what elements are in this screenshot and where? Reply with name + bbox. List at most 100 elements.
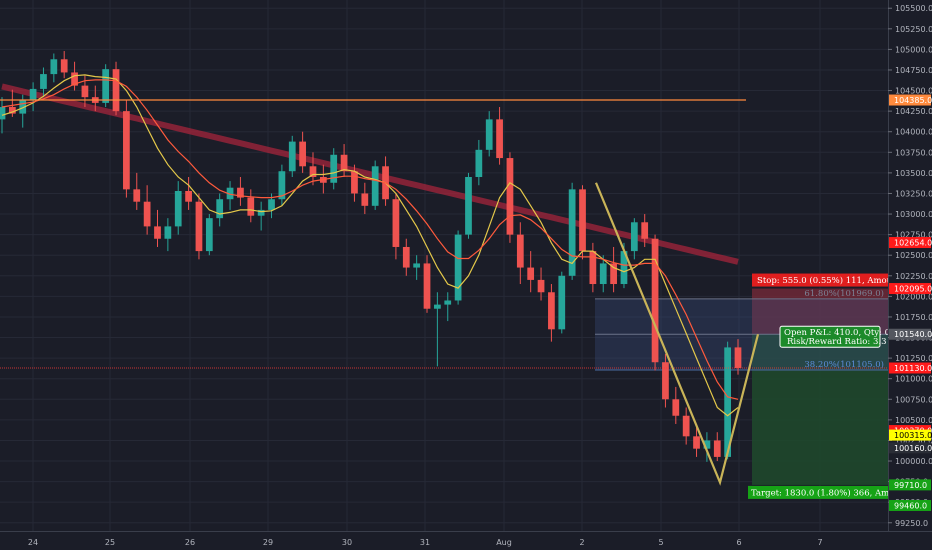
drawings[interactable] [0,99,888,486]
candle-body[interactable] [423,263,431,309]
candle-body[interactable] [693,436,700,449]
price-badge[interactable] [889,442,931,454]
price-badge-label: 99460.0 [894,501,927,510]
candle-body[interactable] [579,189,586,252]
price-badge[interactable] [889,362,931,374]
candle-body[interactable] [185,190,192,202]
candle-body[interactable] [60,59,68,73]
price-badge[interactable] [889,328,931,340]
candle-body[interactable] [195,201,203,252]
price-badge[interactable] [889,499,931,511]
price-axis[interactable]: 105500.0 105250.0 105000.0 104750.0 104500.0… [888,0,932,550]
annotations: 61.80%(101969.0) 38.20%(101105.0) Stop: 55… [748,273,906,499]
candle-body[interactable] [548,292,555,330]
candle-body[interactable] [630,222,638,252]
candle-body[interactable] [330,154,338,183]
price-badge[interactable] [889,429,931,441]
price-tick-label: 101250.0 [895,354,932,363]
candle-body[interactable] [568,189,576,276]
candle-body[interactable] [29,88,37,101]
fast-ma-line [1,74,739,417]
candle-body[interactable] [278,171,286,200]
price-badge-label: 100315.0 [894,431,932,440]
candle-body[interactable] [392,199,400,247]
pnl-label: Open P&L: 410.0, Qty: 0 [784,328,890,338]
stop-label: Stop: 555.0 (0.55%) 111, Amount: [757,275,904,286]
candle-body[interactable] [81,85,89,98]
candle-body[interactable] [216,199,224,219]
candle-body[interactable] [164,226,172,239]
price-tick-label: 102750.0 [895,231,932,240]
time-tick-label: 26 [185,538,195,547]
time-tick-label: 5 [658,538,663,547]
candle-body[interactable] [610,263,617,285]
candle-body[interactable] [599,263,607,285]
candle-body[interactable] [402,246,410,268]
candle-body[interactable] [288,141,296,172]
candle-body[interactable] [475,149,483,177]
candle-body[interactable] [154,226,161,239]
candle-body[interactable] [205,218,213,252]
candle-body[interactable] [268,199,275,210]
price-tick-label: 100000.0 [895,457,932,466]
fib-label: 61.80%(101969.0) [804,288,884,299]
candle-body[interactable] [413,263,421,268]
candle-body[interactable] [558,275,566,330]
candle-body[interactable] [50,59,58,75]
candle-body[interactable] [112,69,120,112]
candle-body[interactable] [309,166,317,177]
candle-body[interactable] [641,222,649,239]
price-badge[interactable] [889,479,931,491]
candle-body[interactable] [247,197,255,216]
candle-body[interactable] [651,238,659,363]
candle-body[interactable] [620,251,628,285]
candle-body[interactable] [724,347,732,457]
zigzag-line[interactable] [594,182,760,486]
candle-body[interactable] [713,440,721,457]
candle-body[interactable] [299,141,306,167]
candle-body[interactable] [8,107,16,114]
candle-body[interactable] [361,193,369,206]
candle-body[interactable] [133,189,141,202]
candle-body[interactable] [226,187,234,200]
time-tick-label: 6 [736,538,741,547]
candle-body[interactable] [123,111,130,190]
candle-body[interactable] [444,300,452,305]
candle-body[interactable] [485,119,493,150]
candle-body[interactable] [454,234,462,301]
candle-body[interactable] [662,362,669,400]
candle-body[interactable] [672,399,680,416]
candle-body[interactable] [351,171,358,194]
price-tick-label: 105000.0 [895,45,932,54]
time-axis-bg [0,531,932,550]
candle-body[interactable] [434,304,441,309]
price-badge[interactable] [889,283,931,295]
candle-body[interactable] [465,177,472,235]
candle-body[interactable] [506,158,514,235]
candle-body[interactable] [537,279,545,293]
candle-body[interactable] [257,209,265,216]
candle-body[interactable] [340,154,348,172]
candle-body[interactable] [703,440,711,449]
candle-body[interactable] [734,347,742,368]
price-tick-label: 102250.0 [895,272,932,281]
candle-body[interactable] [237,187,244,198]
candle-body[interactable] [682,415,690,437]
candle-body[interactable] [496,119,503,159]
candle-body[interactable] [0,107,6,120]
candle-body[interactable] [516,234,524,268]
candle-body[interactable] [19,100,27,114]
candle-body[interactable] [143,201,151,227]
candle-body[interactable] [40,74,47,89]
candle-body[interactable] [371,166,379,206]
price-badge[interactable] [889,237,931,249]
candle-body[interactable] [71,72,78,86]
candle-body[interactable] [589,251,597,285]
candle-body[interactable] [527,267,535,280]
candle-body[interactable] [174,190,182,227]
candle-body[interactable] [102,69,110,103]
price-badge[interactable] [889,94,931,106]
time-axis[interactable]: 24 25 26 29 30 31 Aug 2 5 6 7 [0,531,932,550]
